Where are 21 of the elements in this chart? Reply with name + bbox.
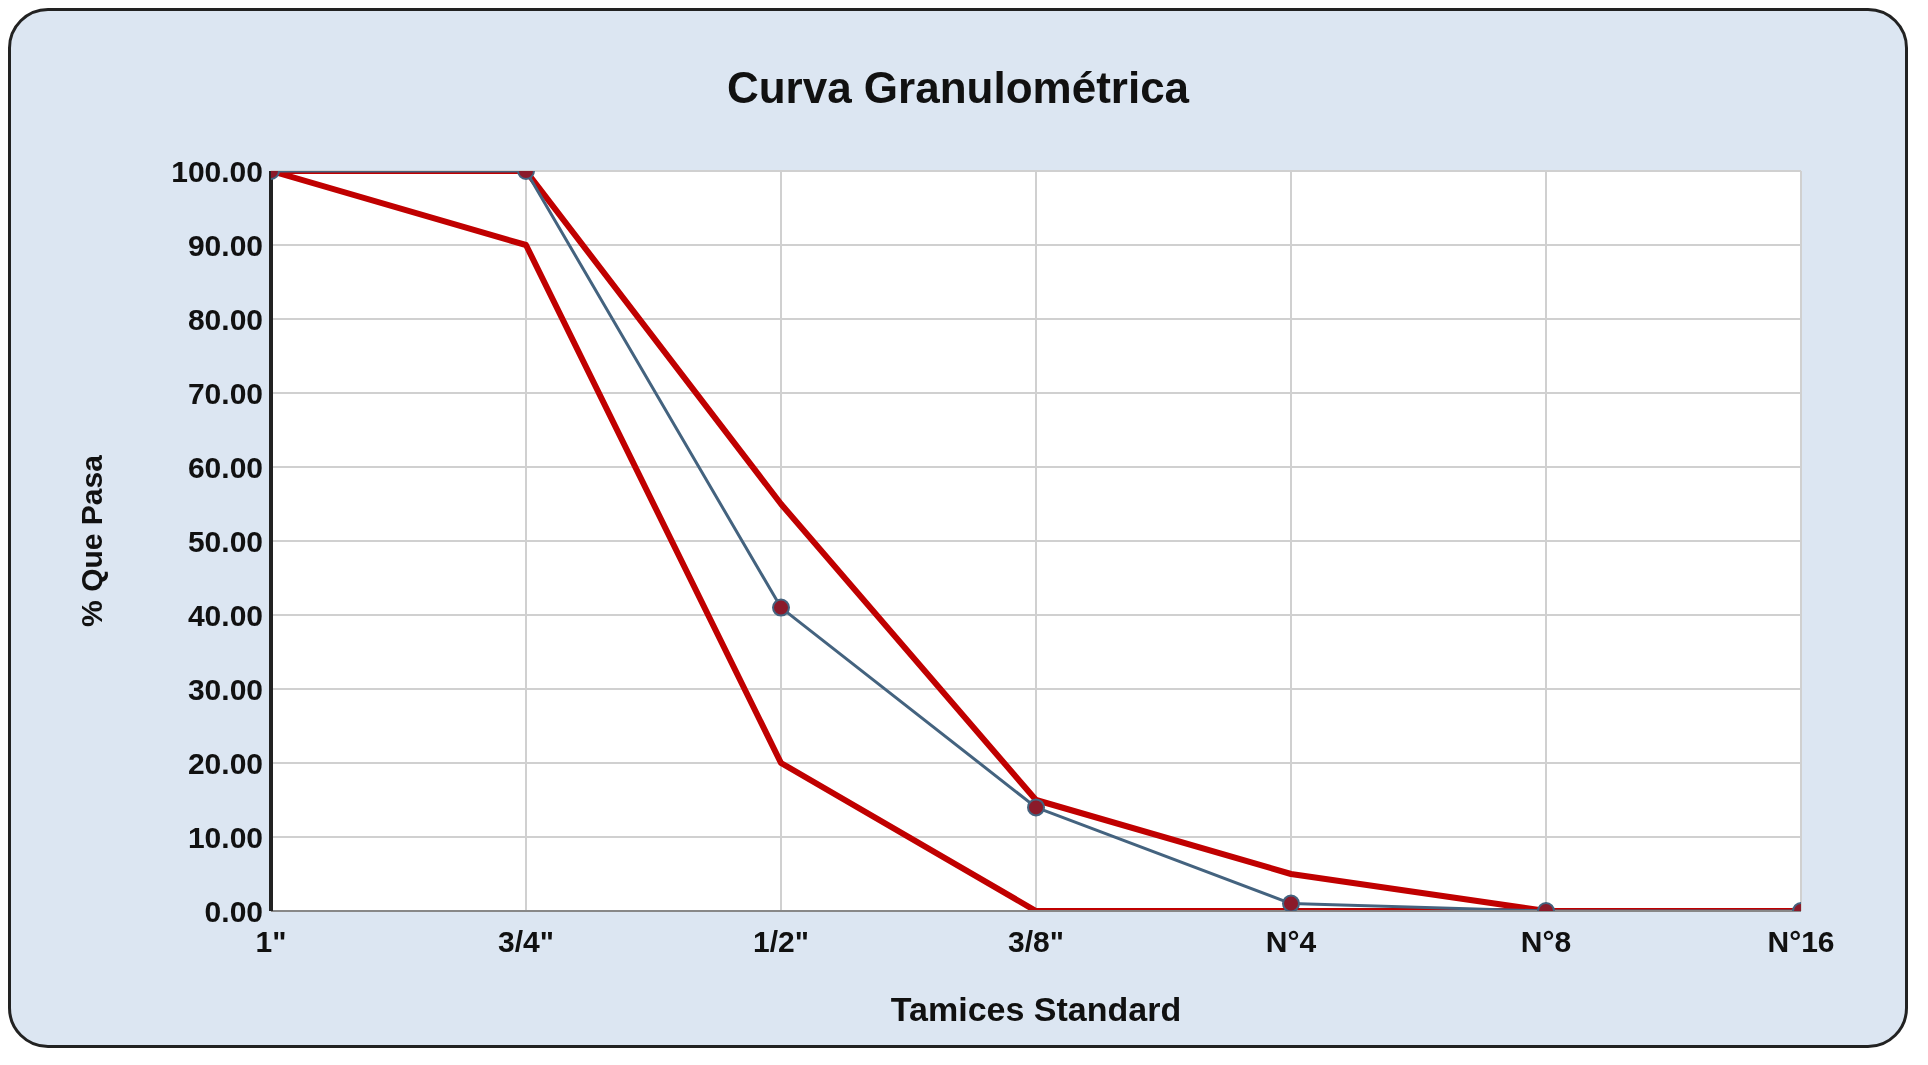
y-tick-label: 40.00 (187, 598, 263, 632)
x-tick-label: N°16 (1767, 925, 1835, 959)
x-tick-label: N°8 (1520, 925, 1572, 959)
x-tick-label: 1" (255, 925, 287, 959)
x-tick-label: 1/2" (753, 925, 809, 959)
y-tick-label: 10.00 (187, 820, 263, 854)
y-tick-label: 80.00 (187, 302, 263, 336)
x-axis-title: Tamices Standard (890, 990, 1182, 1028)
y-tick-label: 60.00 (187, 450, 263, 484)
y-tick-label: 90.00 (187, 228, 263, 262)
y-tick-label: 50.00 (187, 524, 263, 558)
y-tick-label: 20.00 (187, 746, 263, 780)
y-tick-label: 70.00 (187, 376, 263, 410)
x-tick-label: 3/4" (498, 925, 554, 959)
x-tick-label: N°4 (1265, 925, 1317, 959)
x-tick-label: 3/8" (1008, 925, 1064, 959)
y-axis-title: % Que Pasa (74, 454, 108, 627)
y-tick-label: 0.00 (204, 894, 263, 928)
chart-title: Curva Granulométrica (725, 63, 1191, 113)
y-tick-label: 100.00 (171, 154, 263, 188)
y-tick-label: 30.00 (187, 672, 263, 706)
